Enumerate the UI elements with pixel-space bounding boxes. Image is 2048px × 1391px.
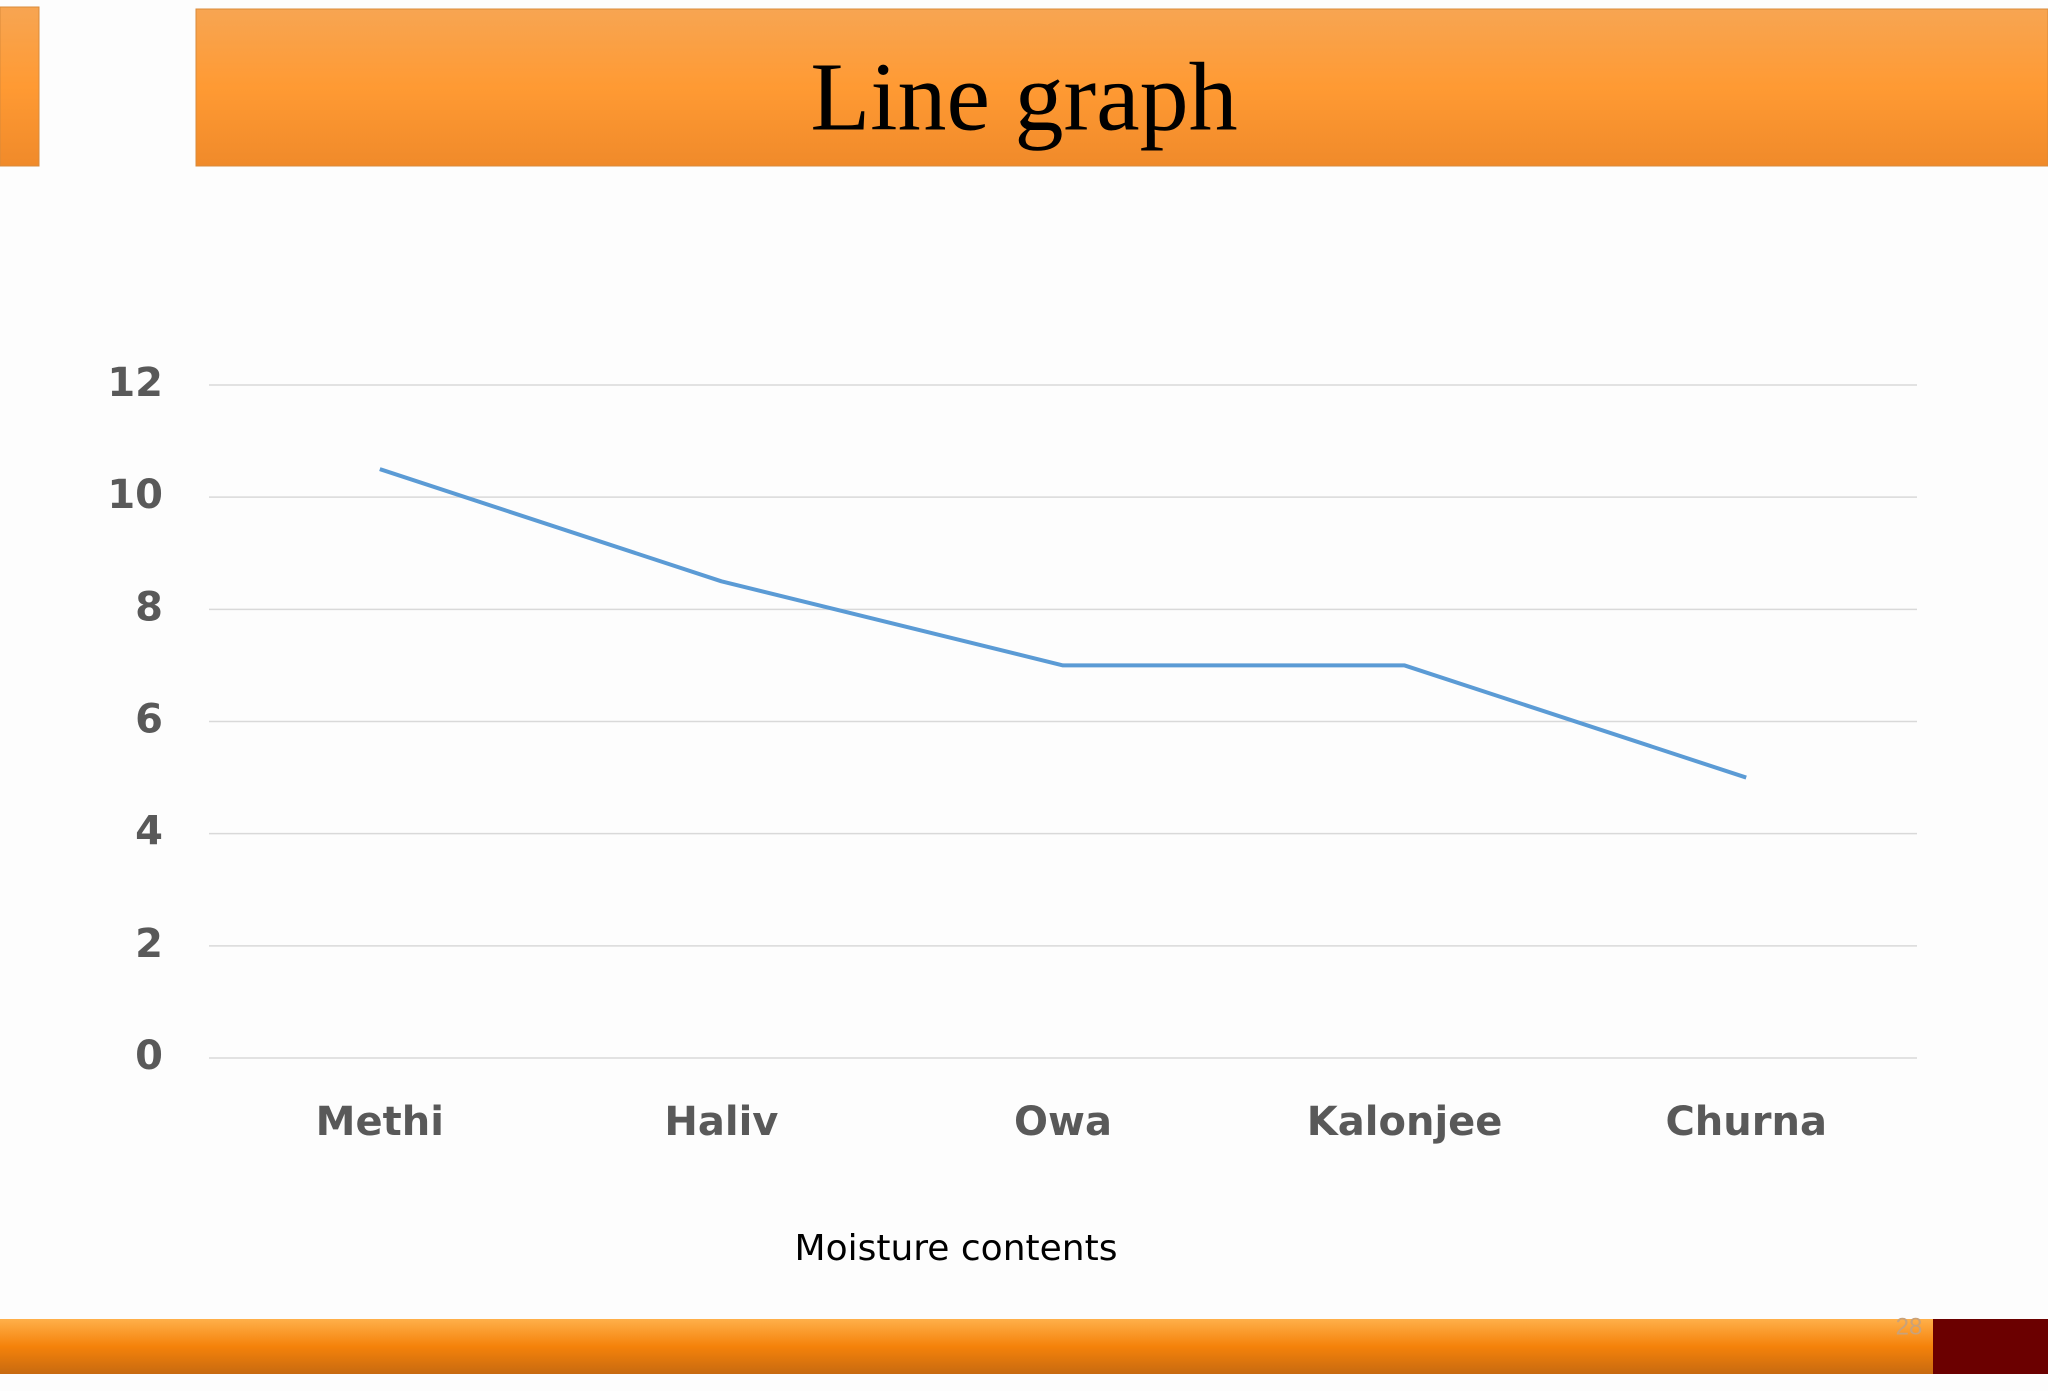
chart-title: Line graph: [810, 43, 1237, 151]
x-tick-label: Kalonjee: [1307, 1099, 1503, 1145]
header-accent: [0, 6, 40, 167]
x-axis-label: Moisture contents: [795, 1228, 1118, 1269]
y-tick-label: 2: [135, 921, 163, 967]
y-tick-label: 8: [135, 584, 163, 630]
y-tick-label: 12: [107, 360, 163, 406]
x-tick-label: Haliv: [664, 1099, 778, 1145]
y-tick-label: 6: [135, 697, 163, 743]
y-tick-label: 0: [135, 1033, 163, 1079]
y-tick-label: 10: [107, 472, 163, 518]
y-tick-label: 4: [135, 809, 163, 855]
header-bar: [195, 8, 2048, 167]
footer-accent: [1933, 1319, 2048, 1374]
data-line: [379, 467, 1747, 780]
page-number: 28: [1896, 1313, 1923, 1340]
x-tick-label: Churna: [1665, 1099, 1827, 1145]
x-tick-label: Methi: [316, 1099, 444, 1145]
footer-bar: [0, 1319, 1933, 1374]
x-tick-label: Owa: [1014, 1099, 1112, 1145]
